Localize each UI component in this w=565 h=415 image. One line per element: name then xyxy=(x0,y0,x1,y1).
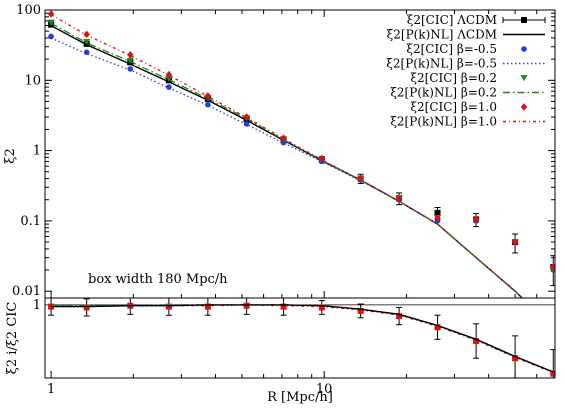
data-point-square xyxy=(83,304,90,311)
data-point-square xyxy=(550,370,555,377)
ratio-panel-ticks: 1 1 10 xyxy=(33,298,556,397)
legend-entry: ξ2[CIC] β=0.2 xyxy=(410,71,528,85)
legend-entry: ξ2[P(k)NL] ΛCDM xyxy=(387,28,545,42)
legend-entry: ξ2[CIC] ΛCDM xyxy=(407,13,546,27)
main-y-axis-label: ξ2 xyxy=(3,148,18,163)
legend-entry: ξ2[P(k)NL] β=-0.5 xyxy=(386,57,545,71)
legend-label: ξ2[P(k)NL] ΛCDM xyxy=(387,28,497,42)
data-point-circle xyxy=(127,66,134,72)
data-point-triangle xyxy=(165,75,173,83)
ratio-panel-frame xyxy=(44,297,556,379)
y-tick-label: 100 xyxy=(16,3,41,18)
data-point-square xyxy=(280,303,287,310)
legend-label: ξ2[CIC] β=0.2 xyxy=(410,71,497,85)
main-panel-ticks: 0.01 0.1 1 10 100 xyxy=(12,3,556,299)
series-line xyxy=(51,304,554,373)
data-point-triangle xyxy=(47,19,55,26)
data-point-diamond xyxy=(520,103,528,111)
data-point-diamond xyxy=(472,215,480,224)
y-tick-label: 1 xyxy=(33,144,41,159)
series--2-P-k-NL-0.2 xyxy=(50,22,524,298)
data-point-circle xyxy=(48,33,54,40)
series-line xyxy=(50,22,524,298)
x-tick-label: 1 xyxy=(47,382,55,397)
ratio-y-axis-label: ξ2 i/ξ2 CIC xyxy=(5,302,20,375)
data-point-square xyxy=(434,324,441,331)
series--2-P-k-NL--0.5 xyxy=(50,37,524,298)
data-point-diamond xyxy=(357,174,364,183)
data-point-square xyxy=(473,338,480,345)
series-ratio-1.0 xyxy=(51,304,554,374)
data-point-circle xyxy=(243,121,250,127)
data-point-circle xyxy=(521,46,527,52)
legend-label: ξ2[CIC] ΛCDM xyxy=(407,13,497,27)
x-tick-label: 10 xyxy=(316,382,333,397)
data-point-triangle xyxy=(520,75,528,82)
series-line xyxy=(50,14,524,298)
data-point-circle xyxy=(166,84,172,90)
legend-label: ξ2[P(k)NL] β=1.0 xyxy=(390,115,497,129)
data-point-square xyxy=(48,303,55,310)
data-point-square xyxy=(396,313,403,320)
main-panel-series xyxy=(47,10,555,298)
y-tick-label: 0.1 xyxy=(20,214,41,229)
legend-entry: ξ2[CIC] β=-0.5 xyxy=(406,42,527,56)
data-point-square xyxy=(512,355,519,362)
ratio-y-tick-label: 1 xyxy=(33,298,41,313)
y-tick-label: 0.01 xyxy=(12,284,41,299)
series-ratio-CDM xyxy=(51,304,554,373)
series-line xyxy=(50,37,524,298)
data-point-square xyxy=(204,303,211,310)
legend-entry: ξ2[P(k)NL] β=0.2 xyxy=(390,86,545,100)
data-point-square xyxy=(243,302,250,309)
legend-entry: ξ2[P(k)NL] β=1.0 xyxy=(390,115,545,129)
data-point-diamond xyxy=(434,214,441,222)
series-line xyxy=(51,304,554,374)
ratio-panel-series xyxy=(48,298,555,378)
series-ratio-points xyxy=(48,298,555,378)
data-point-diamond xyxy=(395,194,403,203)
box-width-annotation: box width 180 Mpc/h xyxy=(88,272,228,287)
y-tick-label: 10 xyxy=(24,73,41,88)
data-point-square xyxy=(521,17,527,23)
data-point-square xyxy=(318,304,325,311)
legend-label: ξ2[P(k)NL] β=-0.5 xyxy=(386,57,497,71)
series--2-P-k-NL-1.0 xyxy=(50,14,524,298)
main-y-label-base: ξ2 xyxy=(3,148,18,163)
data-point-square xyxy=(357,307,364,314)
legend-label: ξ2[CIC] β=-0.5 xyxy=(406,42,497,56)
data-point-diamond xyxy=(550,263,555,271)
data-point-diamond xyxy=(280,134,287,143)
data-point-diamond xyxy=(318,154,325,163)
ratio-y-label-text: ξ2 i/ξ2 CIC xyxy=(5,302,20,375)
x-axis-label: R [Mpc/h] xyxy=(267,390,333,405)
data-point-square xyxy=(165,303,172,310)
legend-label: ξ2[CIC] β=1.0 xyxy=(410,100,497,114)
data-point-square xyxy=(434,209,441,216)
data-point-diamond xyxy=(511,238,519,246)
legend-label: ξ2[P(k)NL] β=0.2 xyxy=(390,86,497,100)
legend-entry: ξ2[CIC] β=1.0 xyxy=(410,100,528,114)
